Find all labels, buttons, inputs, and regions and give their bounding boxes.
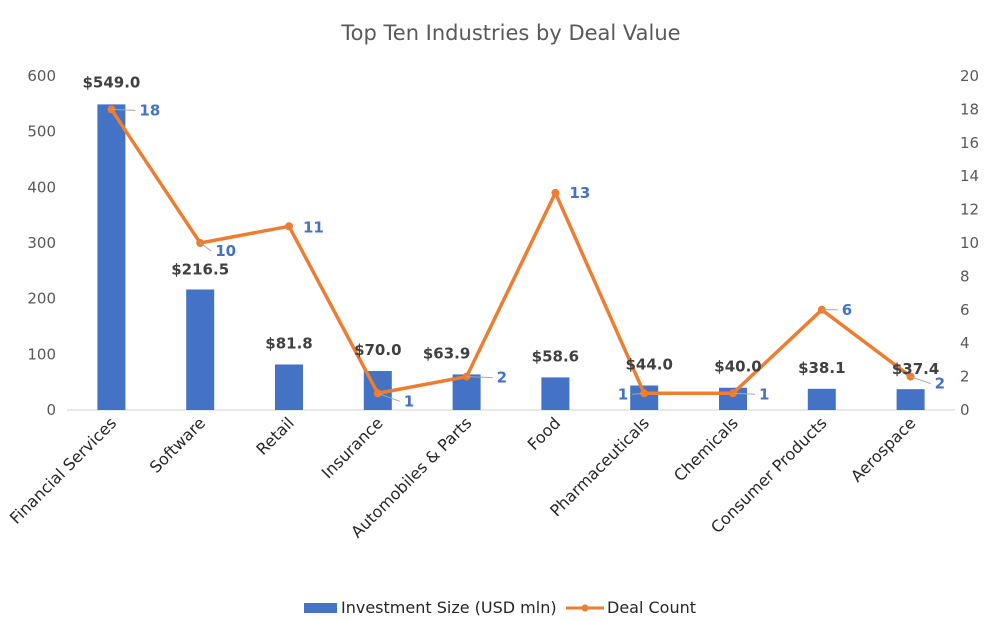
left-axis-tick-label: 500 xyxy=(27,123,56,141)
deal-count-line xyxy=(109,108,912,396)
category-label: Aerospace xyxy=(847,413,919,485)
bar-data-label: $38.1 xyxy=(798,359,845,377)
right-axis-tick-label: 6 xyxy=(960,301,970,319)
right-axis-tick-label: 8 xyxy=(960,267,970,285)
leader-line xyxy=(199,242,212,252)
chart-title: Top Ten Industries by Deal Value xyxy=(340,21,680,45)
legend: Investment Size (USD mln) Deal Count xyxy=(304,598,696,617)
leader-line xyxy=(466,376,493,379)
bar xyxy=(97,104,126,410)
line-data-label: 13 xyxy=(569,184,590,202)
legend-label-investment: Investment Size (USD mln) xyxy=(341,598,557,617)
left-axis-tick-label: 100 xyxy=(27,345,56,363)
left-axis-tick-label: 600 xyxy=(27,67,56,85)
line-data-label: 6 xyxy=(842,301,852,319)
leader-line xyxy=(732,392,756,395)
legend-label-deal-count: Deal Count xyxy=(607,598,696,617)
bar xyxy=(275,364,303,410)
bar-data-label: $58.6 xyxy=(532,347,579,365)
line-data-label: 2 xyxy=(935,375,945,393)
line-point xyxy=(285,222,293,231)
bar-data-label: $549.0 xyxy=(82,73,140,91)
leader-line xyxy=(377,392,400,402)
left-axis-tick-label: 400 xyxy=(27,178,56,196)
legend-marker-deal-count xyxy=(581,604,589,612)
right-axis-tick-label: 20 xyxy=(960,67,979,85)
right-axis-tick-label: 10 xyxy=(960,234,979,252)
category-label: Financial Services xyxy=(6,413,120,527)
line-data-label: 18 xyxy=(139,101,160,119)
line-data-label: 2 xyxy=(497,369,507,387)
line-series xyxy=(107,105,915,398)
bar xyxy=(896,389,925,410)
bar-data-label: $63.9 xyxy=(423,344,470,362)
line-data-label: 11 xyxy=(303,218,324,236)
line-data-label: 1 xyxy=(618,385,628,403)
bar-data-label: $81.8 xyxy=(265,334,312,352)
right-axis-tick-label: 0 xyxy=(960,401,970,419)
left-axis-tick-label: 0 xyxy=(46,401,56,419)
category-label: Food xyxy=(524,413,565,454)
line-data-label: 1 xyxy=(404,392,414,410)
leader-line xyxy=(910,376,931,385)
bar-data-label: $70.0 xyxy=(354,341,401,359)
bar-data-label: $37.4 xyxy=(892,360,939,378)
leader-line xyxy=(111,108,136,111)
category-label: Software xyxy=(146,413,209,476)
line-point xyxy=(551,188,560,197)
category-label: Chemicals xyxy=(670,413,742,485)
bar xyxy=(186,289,215,410)
leader-line xyxy=(632,392,645,395)
bar-data-label: $40.0 xyxy=(714,358,761,376)
line-data-label: 1 xyxy=(759,385,769,403)
left-axis-tick-label: 200 xyxy=(27,290,56,308)
category-label: Insurance xyxy=(318,413,387,482)
right-axis-tick-label: 18 xyxy=(960,100,979,118)
right-axis-tick-label: 16 xyxy=(960,134,979,152)
left-axis-tick-label: 300 xyxy=(27,234,56,252)
category-labels: Financial Services Software Retail Insuranc… xyxy=(6,413,919,541)
category-label: Pharmaceuticals xyxy=(546,413,653,520)
right-axis-tick-label: 4 xyxy=(960,334,970,352)
bar xyxy=(807,388,836,410)
bar xyxy=(541,377,570,410)
right-axis-tick-label: 2 xyxy=(960,368,970,386)
right-axis: 0 2 4 6 8 10 12 14 16 18 20 xyxy=(960,67,979,419)
category-label: Retail xyxy=(252,413,297,458)
bar-data-label: $44.0 xyxy=(625,356,672,374)
line-data-label: 10 xyxy=(215,242,236,260)
legend-swatch-investment xyxy=(304,603,337,613)
right-axis-tick-label: 12 xyxy=(960,201,979,219)
left-axis: 0 100 200 300 400 500 600 xyxy=(27,67,56,419)
right-axis-tick-label: 14 xyxy=(960,167,979,185)
bar-data-label: $216.5 xyxy=(171,260,229,278)
bar-data-labels: $549.0 $216.5 $81.8 $70.0 $63.9 $58.6 $44.0 $40… xyxy=(82,73,939,378)
